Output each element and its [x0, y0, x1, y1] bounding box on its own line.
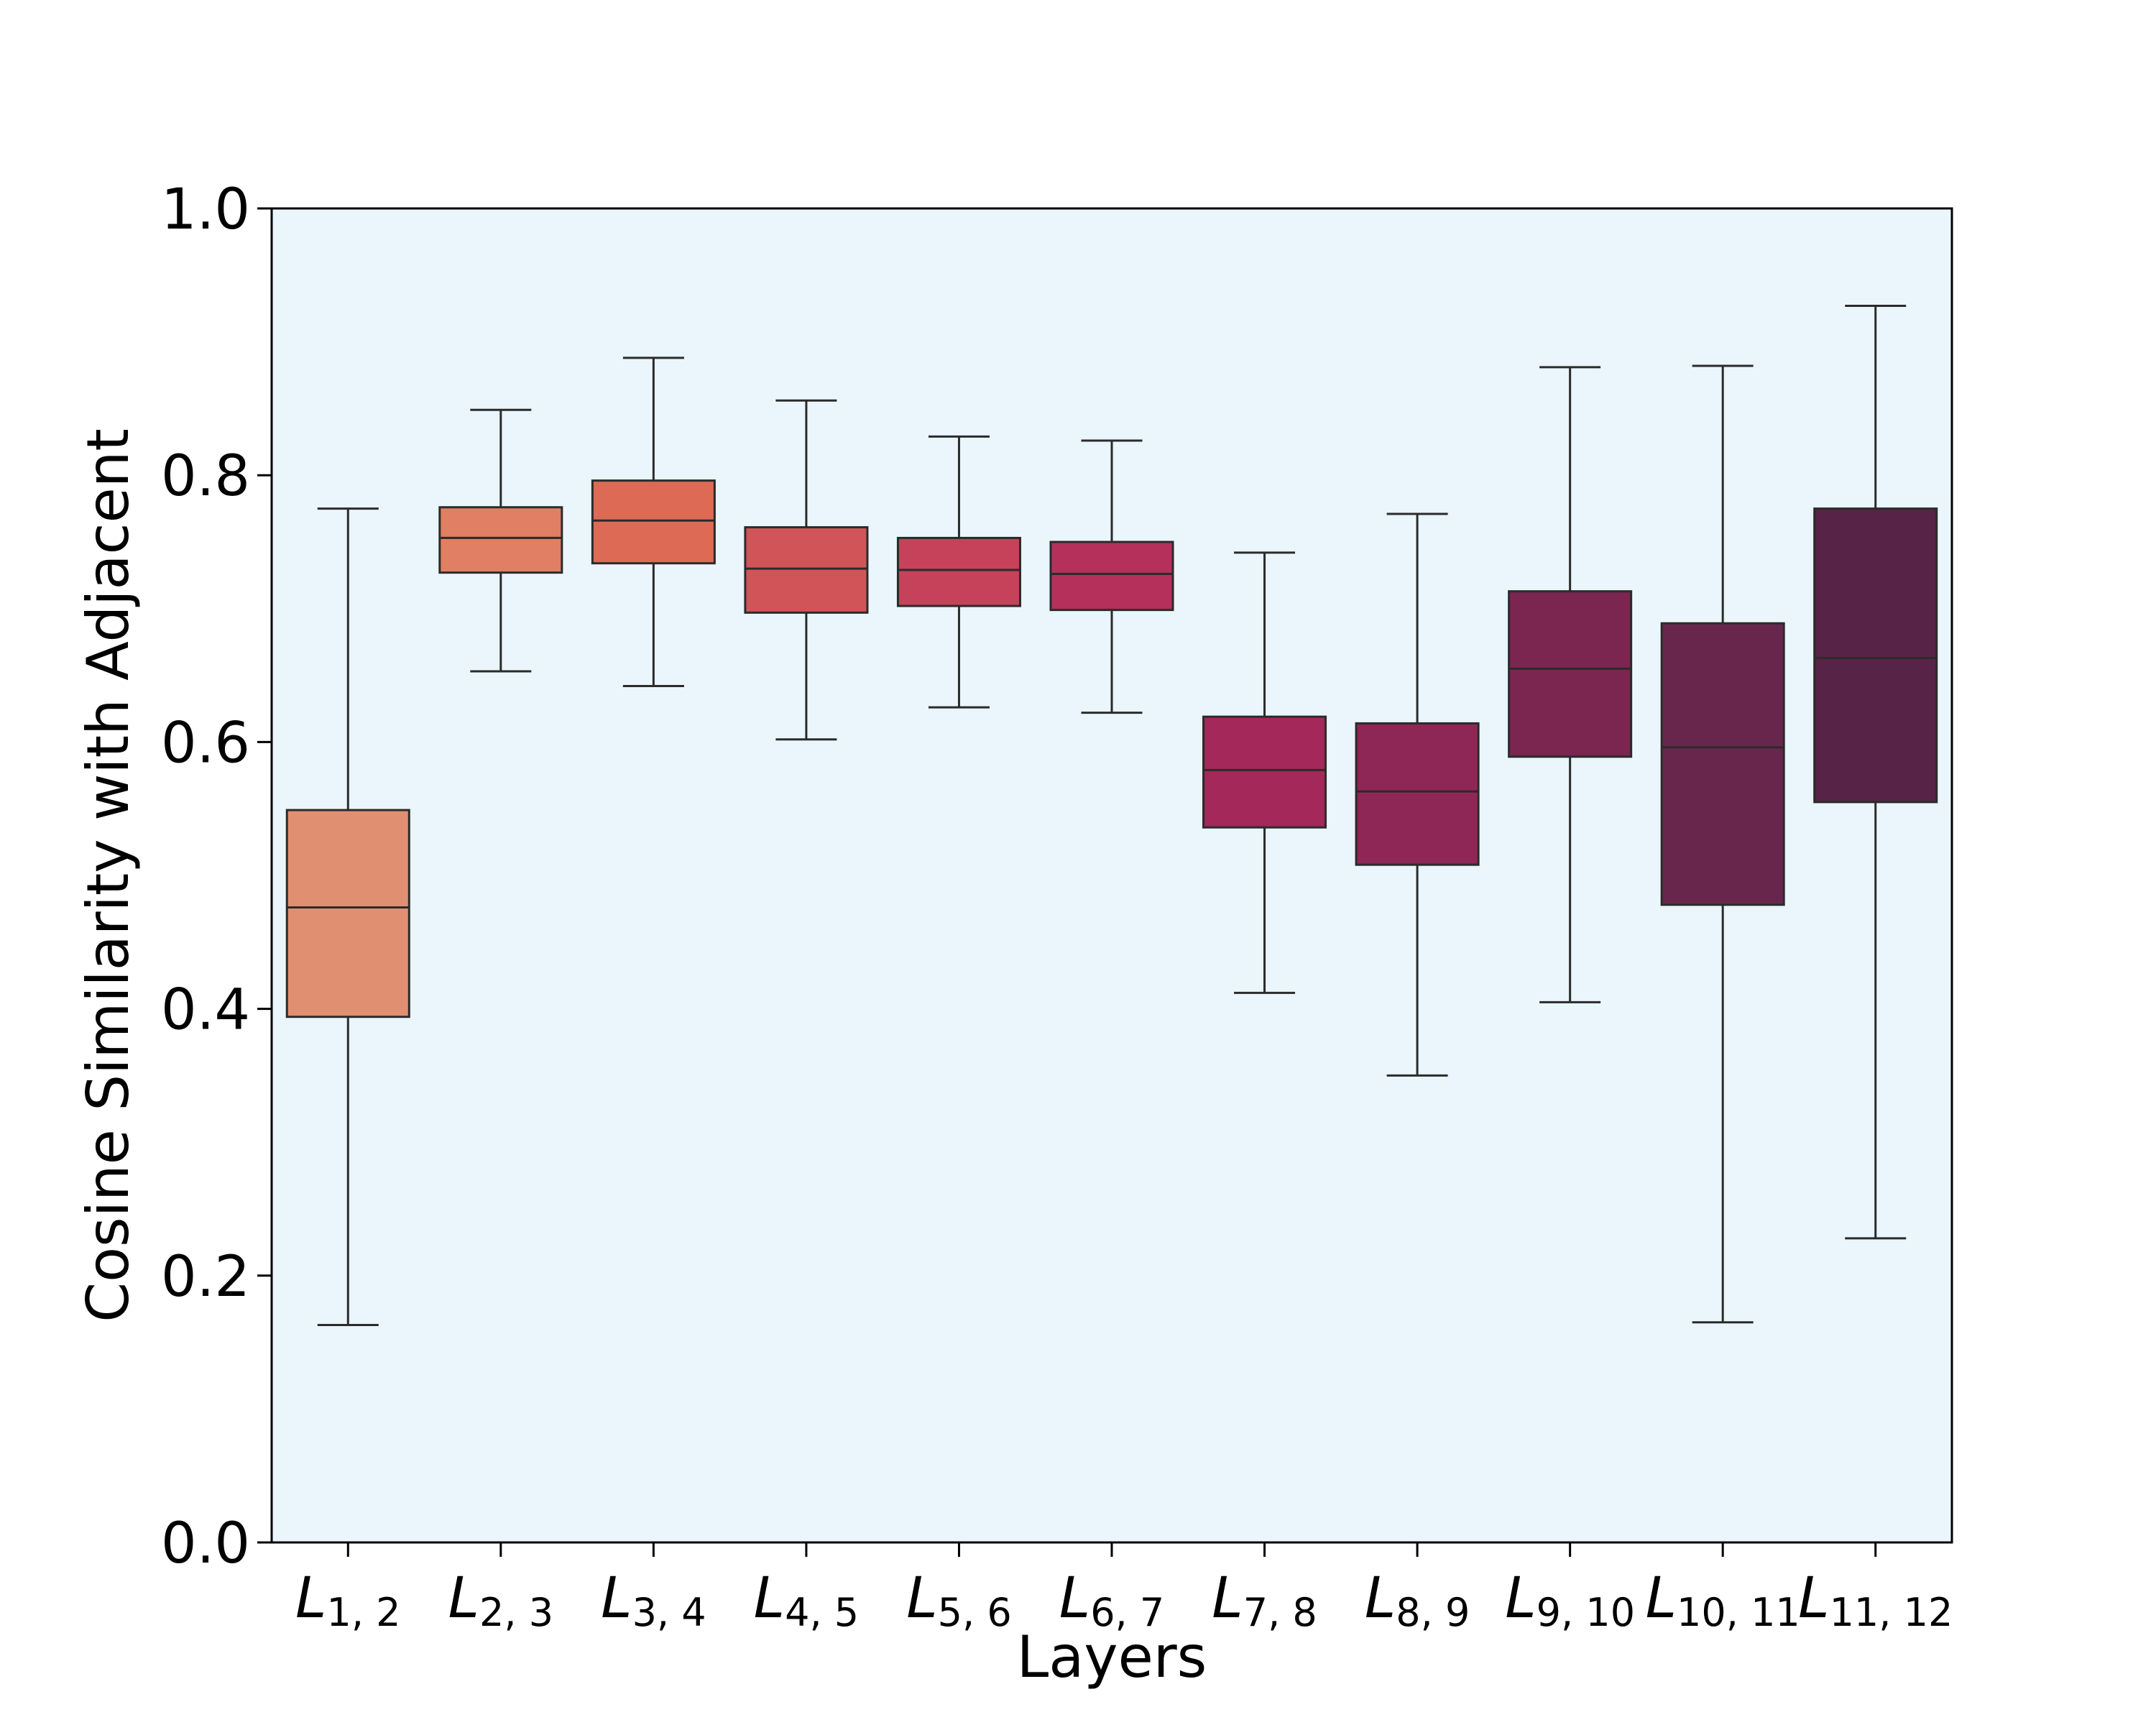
iqr-box [896, 536, 1021, 607]
x-tick-label: L9, 10 [1505, 1566, 1635, 1635]
iqr-box [744, 526, 869, 614]
y-tick-label: 0.4 [161, 978, 250, 1043]
box-group-6 [1049, 439, 1174, 714]
x-tick-label: L5, 6 [906, 1566, 1012, 1635]
y-tick-label: 0.8 [161, 444, 250, 509]
box-group-3 [591, 356, 716, 687]
iqr-box [1660, 622, 1785, 906]
x-tick-label: L11, 12 [1798, 1566, 1953, 1635]
box-group-8 [1355, 512, 1480, 1077]
y-tick-label: 0.0 [161, 1512, 250, 1576]
x-axis-title: Layers [1017, 1624, 1207, 1690]
iqr-box [591, 479, 716, 565]
box-group-2 [438, 408, 563, 673]
x-tick-label: L7, 8 [1212, 1566, 1317, 1635]
iqr-box [1202, 715, 1327, 829]
x-tick-label: L3, 4 [601, 1566, 706, 1635]
x-tick-label: L4, 5 [754, 1566, 860, 1635]
box-group-4 [744, 399, 869, 741]
y-axis-title: Cosine Similarity with Adjacent [75, 428, 142, 1322]
x-tick-label: L6, 7 [1059, 1566, 1165, 1635]
box-group-10 [1660, 364, 1785, 1324]
y-tick-label: 0.2 [161, 1245, 250, 1310]
iqr-box [1049, 540, 1174, 612]
box-group-1 [285, 507, 410, 1326]
box-group-7 [1202, 551, 1327, 994]
y-tick-label: 0.6 [161, 711, 250, 776]
iqr-box [438, 506, 563, 574]
x-tick-label: L2, 3 [448, 1566, 554, 1635]
box-group-9 [1508, 366, 1633, 1003]
x-axis: L1, 2 L2, 3 L3, 4 L4, 5 L5, 6 L6, 7 L7, 8 L8, 9… [295, 1542, 1953, 1635]
iqr-box [1813, 507, 1938, 804]
boxes-layer [285, 304, 1938, 1326]
x-tick-label: L10, 11 [1646, 1566, 1800, 1635]
box-group-5 [896, 435, 1021, 709]
box-group-11 [1813, 304, 1938, 1240]
x-tick-label: L8, 9 [1365, 1566, 1470, 1635]
iqr-box [1355, 722, 1480, 866]
y-axis: 0.0 0.2 0.4 0.6 0.8 1.0 [161, 178, 272, 1576]
iqr-box [1508, 590, 1633, 758]
y-tick-label: 1.0 [161, 178, 250, 242]
iqr-box [285, 809, 410, 1018]
x-tick-label: L1, 2 [295, 1566, 401, 1635]
